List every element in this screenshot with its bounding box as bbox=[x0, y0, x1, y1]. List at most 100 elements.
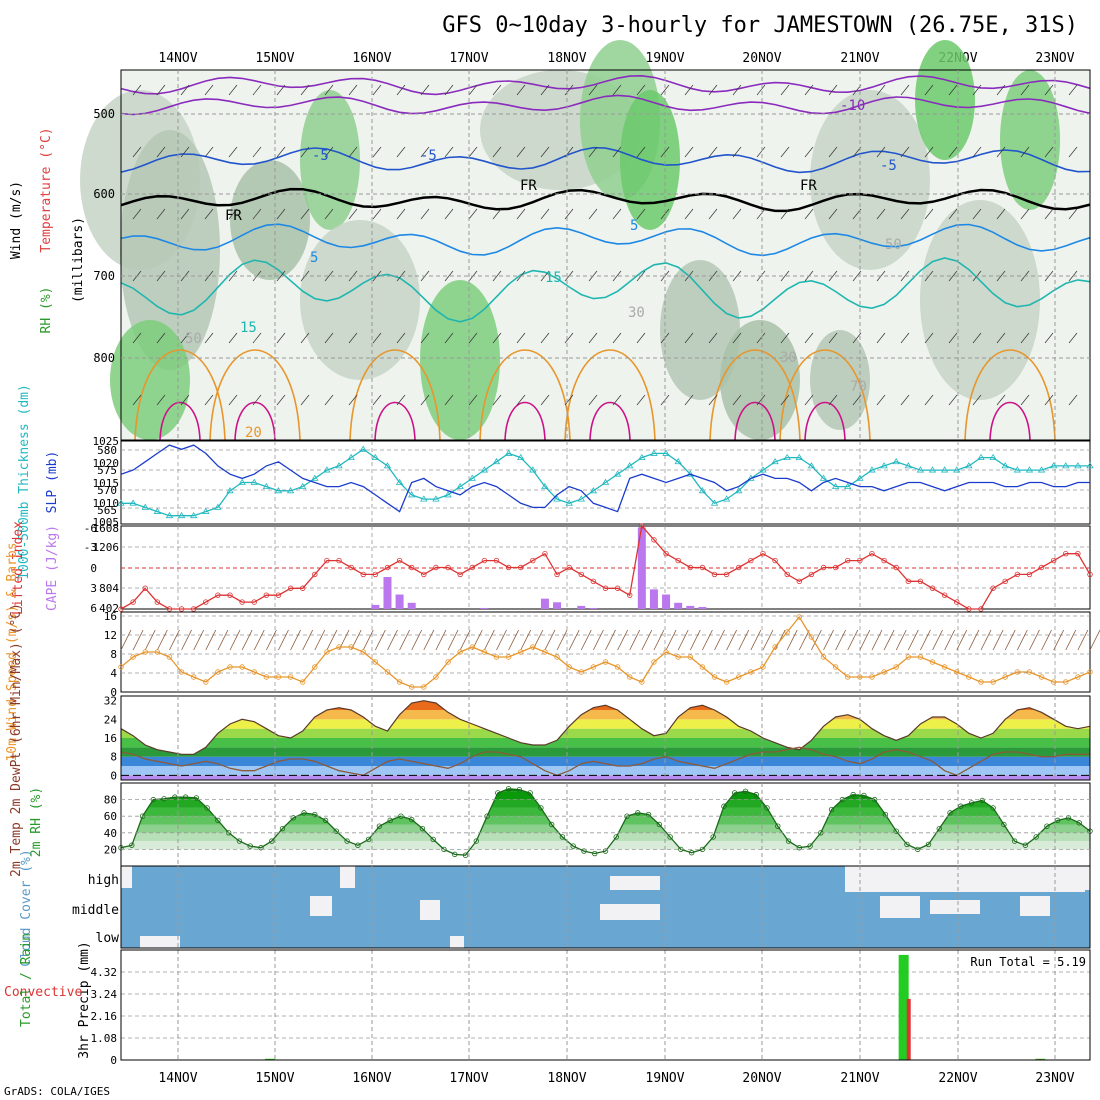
thickness-point bbox=[529, 466, 537, 473]
thickness-point bbox=[589, 487, 598, 494]
rh-point bbox=[613, 834, 619, 840]
thickness-point bbox=[444, 491, 452, 498]
wind-barb bbox=[396, 146, 406, 158]
rh-point bbox=[1076, 820, 1082, 826]
wind-barb bbox=[588, 394, 598, 406]
wind-barb bbox=[324, 208, 334, 220]
cape-bar bbox=[577, 605, 586, 609]
bottom-date-axis: 14NOV 15NOV 16NOV 17NOV 18NOV 19NOV 20NOV 21NOV… bbox=[158, 1071, 1074, 1086]
thickness-point bbox=[795, 453, 804, 460]
rh-point bbox=[527, 790, 533, 796]
surface-barb bbox=[229, 629, 241, 651]
date-bottom-18NOV: 18NOV bbox=[547, 1071, 586, 1086]
cape-bar bbox=[407, 602, 416, 609]
thickness-point bbox=[504, 449, 513, 456]
wind-barb bbox=[180, 208, 190, 220]
lifted-index-point bbox=[1087, 571, 1093, 578]
date-bottom-15NOV: 15NOV bbox=[255, 1071, 294, 1086]
wind-barb bbox=[996, 332, 1006, 344]
surface-barb bbox=[302, 629, 314, 651]
thickness-point bbox=[892, 457, 900, 465]
upper-air-panel: 500 600 700 800 -10 -5 -5 -5 FR FR FR 5 5 15 15 20 30 30 5… bbox=[80, 40, 1091, 441]
slp-tick-1005: 1005 bbox=[93, 516, 120, 529]
wind-speed-point bbox=[905, 654, 912, 660]
wind-speed-point bbox=[348, 644, 354, 650]
wind-barb bbox=[1044, 394, 1054, 406]
surface-barb bbox=[641, 629, 653, 651]
wind-speed-point bbox=[578, 669, 584, 675]
level-700: 700 bbox=[93, 269, 115, 283]
surface-barb bbox=[762, 629, 774, 651]
surface-barb bbox=[944, 629, 956, 651]
label-thickness: 1000-500mb Thickness (dm) bbox=[17, 384, 32, 580]
thickness-point bbox=[517, 453, 525, 460]
thickness-point bbox=[238, 478, 246, 485]
wind-speed-point bbox=[772, 644, 778, 650]
lifted-index-point bbox=[711, 571, 718, 578]
surface-barb bbox=[290, 629, 301, 651]
wind-barb bbox=[228, 332, 238, 344]
contour-label: 15 bbox=[545, 270, 562, 286]
wind-speed-point bbox=[1014, 669, 1021, 675]
thickness-point bbox=[407, 491, 416, 498]
wind-speed-point bbox=[639, 679, 645, 685]
wind-barb bbox=[996, 394, 1006, 406]
label-rh: RH (%) bbox=[39, 287, 54, 334]
wind-barb bbox=[444, 270, 454, 282]
wind-barb bbox=[756, 208, 766, 220]
lifted-index-point bbox=[869, 550, 875, 557]
wind-barb bbox=[204, 146, 214, 158]
wind-barb bbox=[564, 394, 574, 406]
wind-barb bbox=[588, 208, 598, 220]
surface-barb bbox=[823, 629, 834, 651]
wind-barb bbox=[1068, 84, 1078, 96]
rh-point bbox=[376, 823, 383, 829]
lifted-index-point bbox=[142, 585, 148, 591]
thickness-point bbox=[117, 499, 125, 506]
wind-barb bbox=[708, 332, 718, 344]
label-precip-conv: Convective bbox=[4, 985, 82, 1000]
thickness-point bbox=[613, 470, 622, 477]
rh-point bbox=[419, 825, 426, 832]
rh-point bbox=[290, 815, 296, 821]
wind-barb bbox=[516, 394, 526, 406]
wind-barb bbox=[324, 146, 334, 158]
slp-tick-1010: 1010 bbox=[93, 497, 120, 510]
wind-speed-point bbox=[1050, 679, 1057, 685]
wind-speed-point bbox=[748, 669, 754, 675]
rh-shade-16 bbox=[810, 330, 870, 430]
surface-barb bbox=[1053, 629, 1065, 651]
cape-bar bbox=[698, 606, 707, 609]
wind-barb bbox=[948, 146, 958, 158]
wind-speed-point bbox=[711, 674, 718, 680]
wind-speed-point bbox=[566, 664, 572, 670]
wind-barb bbox=[780, 146, 790, 158]
hot-contour-4 bbox=[589, 401, 631, 441]
label-lifted-index: Lifted Index bbox=[11, 521, 26, 615]
wind-speed-point bbox=[481, 649, 488, 655]
wind-speed-point bbox=[457, 649, 463, 655]
surface-barb bbox=[435, 629, 447, 651]
precip-tick-0: 0 bbox=[110, 1054, 117, 1067]
wind-barb bbox=[396, 394, 406, 406]
wind-barb bbox=[420, 84, 430, 96]
wind-barb bbox=[492, 146, 502, 158]
surface-barb bbox=[144, 629, 156, 651]
wind-barb bbox=[420, 208, 430, 220]
contour-label: 20 bbox=[245, 425, 262, 441]
lifted-index-point bbox=[929, 585, 936, 591]
precip-tick-3.24: 3.24 bbox=[91, 988, 118, 1001]
wind-barb bbox=[612, 270, 622, 282]
wind-barb bbox=[468, 394, 478, 406]
rh-point bbox=[979, 797, 986, 804]
wind-barb bbox=[300, 394, 310, 406]
temp-tick-0: 0 bbox=[110, 769, 117, 782]
lifted-index-point bbox=[905, 578, 912, 585]
wind-barb bbox=[1020, 208, 1030, 220]
wind-speed-point bbox=[857, 674, 863, 680]
lifted-index-point bbox=[784, 571, 790, 578]
date-top-20NOV: 20NOV bbox=[742, 51, 781, 66]
thick-tick-580: 580 bbox=[97, 444, 117, 457]
wind-speed-point bbox=[433, 674, 439, 680]
